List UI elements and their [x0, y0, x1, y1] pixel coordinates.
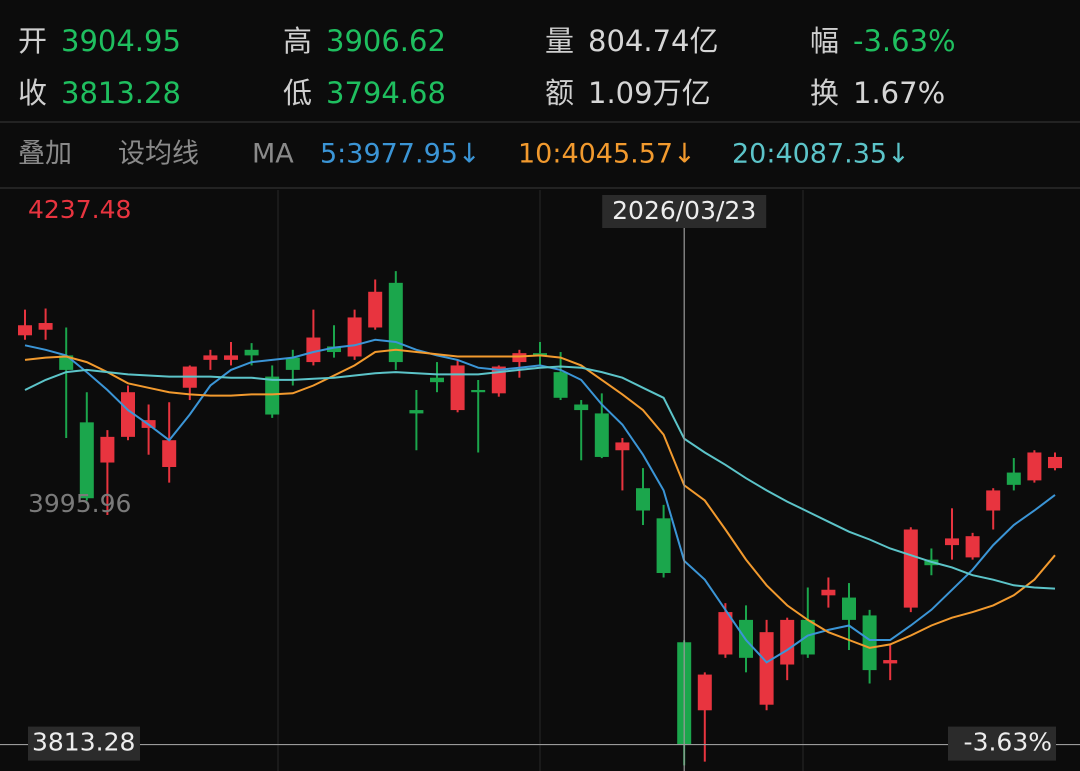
candle-body [121, 392, 135, 437]
candle-body [450, 365, 465, 411]
candle-body [18, 325, 32, 336]
candle-body [79, 422, 94, 499]
price-box [28, 726, 140, 761]
stat-label: 低 [283, 76, 312, 110]
date-box [602, 195, 767, 228]
candle-body [780, 619, 795, 665]
candle-body [800, 619, 815, 655]
candle-body [903, 529, 918, 608]
candle-body [636, 488, 650, 511]
stat-label: 换 [810, 76, 839, 110]
candle-body [1006, 472, 1021, 485]
stat-label: 额 [545, 76, 574, 110]
stat-label: 高 [283, 24, 312, 58]
candle-body [409, 410, 424, 414]
candle-body [100, 436, 115, 463]
candle-body [615, 442, 630, 451]
candle-body [244, 349, 259, 356]
candle-body [656, 518, 671, 574]
toolbar-item[interactable]: 叠加 [18, 139, 72, 170]
candle-body [1027, 452, 1042, 481]
candle-body [945, 538, 959, 546]
ma-line [24, 365, 1056, 590]
stat-value: 3906.62 [326, 24, 446, 58]
candle-body [594, 413, 609, 457]
candle-body [883, 660, 898, 664]
stat-value: -3.63% [853, 24, 956, 58]
candle-body [265, 376, 280, 415]
candle-body [862, 615, 877, 671]
candle-body [842, 597, 856, 620]
candle-body [471, 389, 486, 393]
candle-body [327, 346, 341, 353]
high-label: 4237.48 [28, 195, 131, 224]
chart [18, 271, 1062, 766]
crosshair-price: 3813.28 [32, 728, 135, 757]
candle-body [574, 404, 589, 411]
candle-body [986, 490, 1001, 511]
candle-body [697, 674, 712, 711]
candle-body [224, 355, 238, 360]
candle-body [306, 337, 321, 363]
change-box [948, 726, 1056, 761]
candle-body [430, 377, 444, 383]
crosshair-change: -3.63% [964, 728, 1052, 757]
ma-line [24, 338, 1056, 664]
candle-body [368, 291, 383, 328]
crosshair-date: 2026/03/23 [612, 196, 756, 225]
candle-body [759, 632, 774, 705]
legend-entry: 5:3977.95↓ [320, 139, 481, 170]
legend-entry: 10:4045.57↓ [518, 139, 696, 170]
candle-body [553, 372, 568, 398]
stat-value: 3813.28 [61, 76, 181, 110]
candle-body [965, 536, 980, 558]
stat-value: 1.67% [853, 76, 945, 110]
candle-body [718, 612, 733, 655]
candle-body [512, 353, 527, 363]
stat-label: 开 [18, 24, 47, 58]
stat-value: 804.74亿 [588, 24, 718, 58]
candle-body [821, 589, 836, 596]
toolbar-item[interactable]: 设均线 [118, 139, 199, 170]
candle-body [162, 440, 177, 467]
candle-body [347, 317, 362, 357]
stat-label: 幅 [810, 24, 839, 58]
toolbar-item: MA [252, 139, 294, 170]
stat-value: 1.09万亿 [588, 76, 711, 110]
candle-body [38, 323, 53, 330]
stat-label: 收 [18, 76, 47, 110]
candle-body [285, 357, 300, 370]
stat-value: 3904.95 [61, 24, 181, 58]
ma-line [24, 348, 1056, 649]
mid-label: 3995.96 [28, 489, 131, 518]
candle-body [1048, 456, 1062, 469]
stat-value: 3794.68 [326, 76, 446, 110]
candle-body [203, 355, 218, 360]
legend-entry: 20:4087.35↓ [732, 139, 910, 170]
stat-label: 量 [545, 24, 574, 58]
